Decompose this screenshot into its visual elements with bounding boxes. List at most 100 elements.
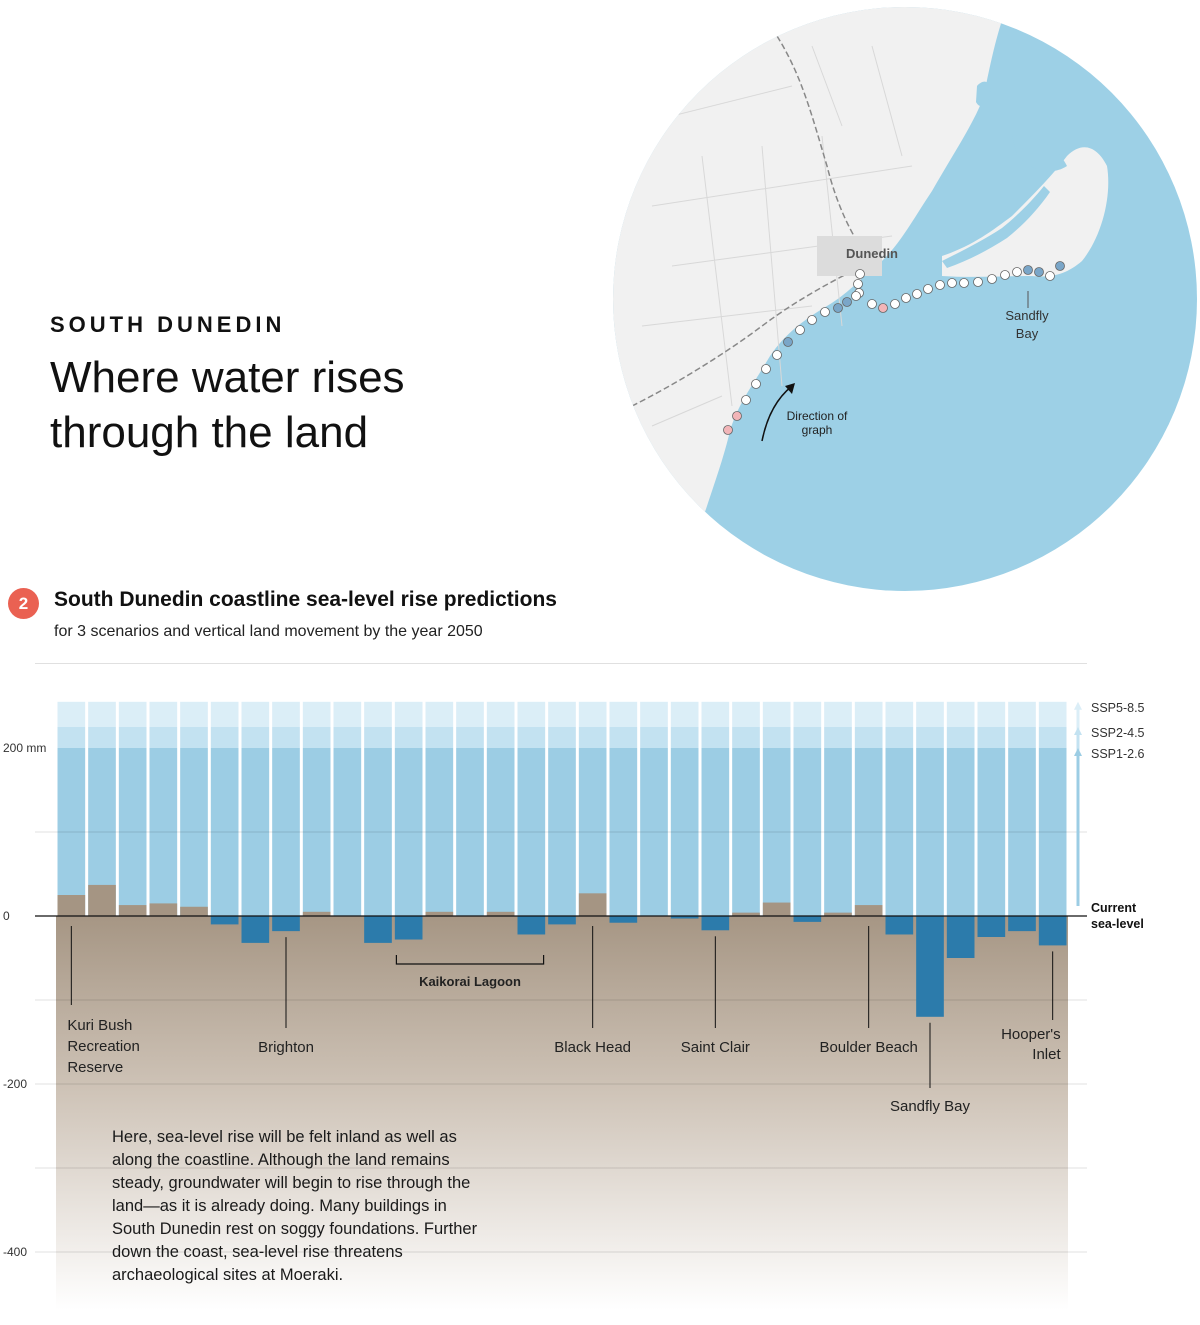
scenario-bar (640, 748, 668, 916)
scenario-bar (364, 701, 392, 727)
scenario-bar (180, 748, 208, 916)
land-movement-bar (57, 895, 86, 916)
map-roads (631, 45, 913, 427)
scenario-bar (57, 701, 86, 727)
scenario-bar (302, 748, 331, 916)
scenario-bar (456, 727, 484, 748)
land-movement-bar (364, 916, 392, 943)
scenario-bar (425, 701, 454, 727)
ground-area (56, 916, 1068, 1310)
scenario-bar (517, 727, 546, 748)
map-site-marker (820, 307, 830, 317)
scenario-bar (210, 701, 239, 727)
scenario-bar (517, 748, 546, 916)
land-movement-bar (394, 916, 423, 940)
y-tick-label: 200 mm (3, 741, 46, 755)
page-title: Where water rises through the land (50, 353, 405, 457)
map-site-marker (1012, 267, 1022, 277)
scenario-bar (762, 701, 791, 727)
scenario-bar (793, 748, 822, 916)
scenario-bar (364, 727, 392, 748)
scenario-bar (578, 727, 607, 748)
location-label: Kaikorai Lagoon (419, 974, 521, 989)
scenario-label: SSP2-4.5 (1091, 726, 1145, 740)
land-movement-bar (210, 916, 239, 925)
map-site-marker (795, 325, 805, 335)
scenario-bar (517, 701, 546, 727)
map-site-marker (723, 425, 733, 435)
annotation-text: Here, sea-level rise will be felt inland… (112, 1128, 478, 1284)
scenario-bar (578, 701, 607, 727)
scenario-bar (793, 701, 822, 727)
land-movement-bar (118, 905, 147, 916)
land-movement-bar (548, 916, 576, 925)
map-site-marker (947, 278, 957, 288)
location-label: Saint Clair (681, 1039, 750, 1056)
scenario-bar (272, 748, 300, 916)
scenario-bar (762, 727, 791, 748)
map-site-marker (867, 299, 877, 309)
land-movement-bar (517, 916, 546, 935)
map-site-marker (1055, 261, 1065, 271)
location-label: Kuri Bush (67, 1017, 132, 1034)
map-site-marker (973, 277, 983, 287)
scenario-bar (946, 701, 975, 727)
direction-arrow-icon (761, 385, 793, 442)
map-site-marker (959, 278, 969, 288)
location-label: Black Head (554, 1039, 631, 1056)
scenario-bar (425, 748, 454, 916)
land-movement-bar (1008, 916, 1036, 932)
scenario-bar (701, 701, 730, 727)
arrow-up-icon (1074, 727, 1082, 735)
scenario-bar (486, 748, 515, 916)
scenario-bar (241, 701, 270, 727)
scenario-bar (916, 748, 944, 916)
map-harbour (942, 186, 1050, 268)
scenario-bar (486, 727, 515, 748)
scenario-bar (456, 701, 484, 727)
divider (35, 663, 1087, 664)
scenario-bar (670, 701, 699, 727)
scenario-bar (578, 748, 607, 916)
scenario-bar (977, 748, 1006, 916)
land-movement-bar (486, 911, 515, 916)
scenario-bar (916, 727, 944, 748)
scenario-bar (1038, 727, 1067, 748)
scenario-bar (1038, 701, 1067, 727)
land-movement-bar (762, 902, 791, 916)
scenario-bar (88, 727, 116, 748)
scenario-bar (333, 701, 362, 727)
map-site-marker (732, 411, 742, 421)
scenario-bar (57, 748, 86, 916)
scenario-bar (333, 748, 362, 916)
scenario-bar (885, 748, 914, 916)
scenario-bar (394, 748, 423, 916)
scenario-bar (1008, 748, 1036, 916)
map-urban-area (817, 236, 882, 276)
scenario-bar (640, 701, 668, 727)
land-movement-bar (302, 911, 331, 916)
map-site-marker (842, 297, 852, 307)
land-movement-bar (793, 916, 822, 922)
scenario-bar (854, 727, 883, 748)
land-movement-bar (977, 916, 1006, 937)
scenario-bar (333, 727, 362, 748)
scenario-bar (88, 701, 116, 727)
map-land (613, 7, 1007, 591)
map-site-marker (1034, 267, 1044, 277)
map-site-marker (751, 379, 761, 389)
land-movement-bar (88, 884, 116, 916)
y-tick-label: -200 (3, 1077, 27, 1091)
arrow-up-icon (1074, 748, 1082, 756)
scenario-bar (732, 727, 760, 748)
section-kicker: SOUTH DUNEDIN (50, 312, 286, 337)
location-label: Hooper's (1001, 1026, 1061, 1043)
location-label: Brighton (258, 1039, 314, 1056)
scenario-bar (732, 748, 760, 916)
scenario-bar (149, 748, 178, 916)
scenario-bar (180, 701, 208, 727)
scenario-bar (701, 727, 730, 748)
scenario-bar (210, 748, 239, 916)
map-direction-line2: graph (802, 423, 833, 437)
land-movement-bar (241, 916, 270, 943)
